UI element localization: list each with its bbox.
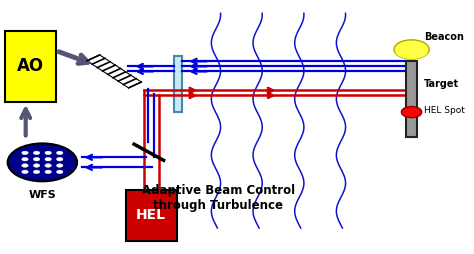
Circle shape — [401, 106, 422, 118]
Circle shape — [22, 157, 28, 161]
Bar — [406, 61, 418, 137]
Text: WFS: WFS — [28, 190, 56, 200]
Circle shape — [56, 157, 63, 161]
Text: HEL Spot: HEL Spot — [424, 106, 465, 115]
Circle shape — [33, 157, 40, 161]
Circle shape — [8, 144, 77, 181]
Circle shape — [22, 170, 28, 173]
Circle shape — [33, 151, 40, 155]
Circle shape — [45, 170, 51, 173]
Circle shape — [45, 164, 51, 167]
Circle shape — [33, 170, 40, 173]
Wedge shape — [395, 50, 428, 59]
Text: Adaptive Beam Control
through Turbulence: Adaptive Beam Control through Turbulence — [142, 184, 295, 212]
Bar — [126, 190, 177, 241]
Circle shape — [22, 164, 28, 167]
Circle shape — [56, 164, 63, 167]
Circle shape — [22, 151, 28, 155]
Polygon shape — [87, 55, 141, 88]
Text: Beacon: Beacon — [424, 32, 464, 42]
Text: HEL: HEL — [136, 209, 166, 223]
Bar — [5, 31, 56, 102]
Circle shape — [56, 170, 63, 173]
Circle shape — [33, 164, 40, 167]
Text: AO: AO — [17, 57, 45, 75]
Circle shape — [45, 151, 51, 155]
Text: Target: Target — [424, 79, 459, 89]
Circle shape — [56, 151, 63, 155]
Circle shape — [394, 40, 429, 59]
Bar — [174, 56, 182, 112]
Circle shape — [45, 157, 51, 161]
